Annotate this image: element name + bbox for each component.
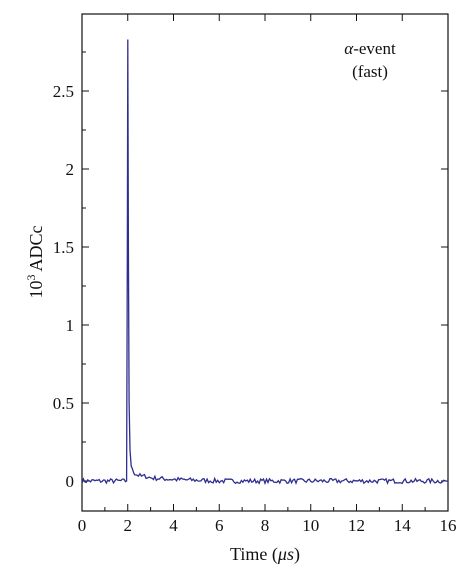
- y-tick-label: 0.5: [53, 394, 74, 413]
- x-tick-label: 16: [440, 516, 457, 535]
- y-tick-label: 2.5: [53, 82, 74, 101]
- y-axis-label: 103ADCc: [24, 225, 46, 298]
- y-tick-label: 1: [66, 316, 75, 335]
- x-axis-label: Time (μs): [230, 544, 300, 565]
- x-tick-label: 8: [261, 516, 270, 535]
- x-ticks: 0 2 4 6 8 10 12 14 16: [78, 14, 457, 535]
- x-tick-label: 0: [78, 516, 87, 535]
- y-ticks: 0 0.5 1 1.5 2 2.5: [53, 51, 448, 491]
- y-tick-label: 2: [66, 160, 75, 179]
- x-tick-label: 14: [394, 516, 412, 535]
- y-tick-label: 1.5: [53, 238, 74, 257]
- x-tick-label: 4: [169, 516, 178, 535]
- x-tick-label: 10: [302, 516, 319, 535]
- plot-frame: [81, 13, 449, 512]
- annotation-line-1: α-event: [344, 39, 396, 58]
- x-tick-label: 6: [215, 516, 224, 535]
- x-tick-label: 2: [124, 516, 133, 535]
- annotation-line-2: (fast): [352, 62, 388, 81]
- signal-line: [81, 39, 449, 486]
- x-tick-label: 12: [348, 516, 365, 535]
- y-tick-label: 0: [66, 472, 75, 491]
